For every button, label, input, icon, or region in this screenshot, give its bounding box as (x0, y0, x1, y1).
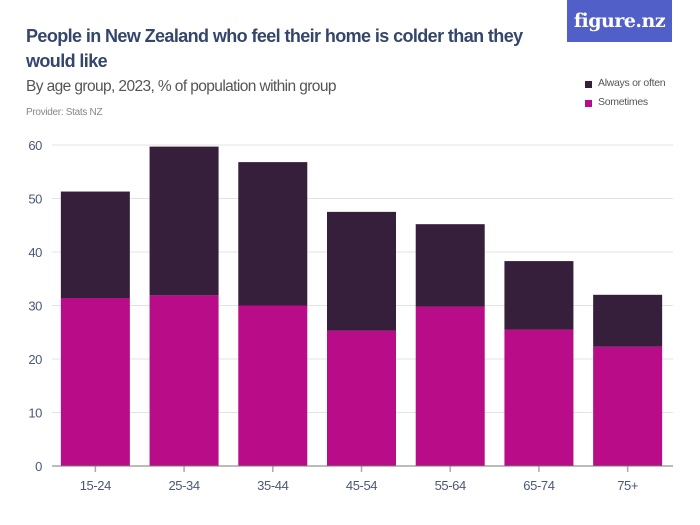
y-tick-label: 40 (28, 245, 42, 260)
bar-always-or-often (60, 191, 130, 299)
x-tick-label: 55-64 (435, 478, 466, 493)
x-tick-label: 75+ (617, 478, 638, 493)
y-tick-label: 50 (28, 192, 42, 207)
legend-label: Sometimes (598, 95, 648, 108)
figure-nz-logo[interactable]: figure.nz (567, 0, 672, 42)
bar-sometimes (60, 298, 130, 466)
legend-swatch-sometimes (585, 99, 592, 107)
y-tick-label: 0 (35, 459, 42, 474)
bar-always-or-often (415, 224, 485, 307)
provider-label: Provider: Stats NZ (26, 107, 103, 118)
x-tick-label: 45-54 (346, 478, 377, 493)
legend-item-sometimes: Sometimes (585, 92, 665, 111)
bar-always-or-often (504, 261, 574, 330)
bar-sometimes (327, 330, 396, 466)
x-tick-label: 65-74 (523, 478, 554, 493)
legend-swatch-always (585, 80, 592, 88)
chart-subtitle: By age group, 2023, % of population with… (26, 78, 336, 95)
bar-sometimes (415, 306, 485, 466)
bar-sometimes (238, 305, 308, 466)
bar-always-or-often (593, 294, 663, 347)
x-tick-label: 25-34 (168, 478, 199, 493)
y-tick-label: 10 (28, 406, 42, 421)
y-tick-label: 30 (28, 299, 42, 314)
x-tick-label: 35-44 (257, 478, 288, 493)
chart-title: People in New Zealand who feel their hom… (26, 26, 523, 71)
bar-sometimes (504, 329, 574, 466)
bar-always-or-often (238, 162, 308, 306)
bar-always-or-often (149, 146, 219, 296)
x-tick-label: 15-24 (80, 478, 111, 493)
legend-item-always: Always or often (585, 73, 666, 92)
bar-always-or-often (327, 211, 396, 331)
legend: Always or often Sometimes (585, 73, 666, 111)
y-tick-label: 20 (28, 352, 42, 367)
legend-label: Always or often (598, 76, 666, 89)
bar-sometimes (149, 295, 219, 466)
y-tick-label: 60 (28, 138, 42, 153)
bar-sometimes (593, 346, 663, 466)
